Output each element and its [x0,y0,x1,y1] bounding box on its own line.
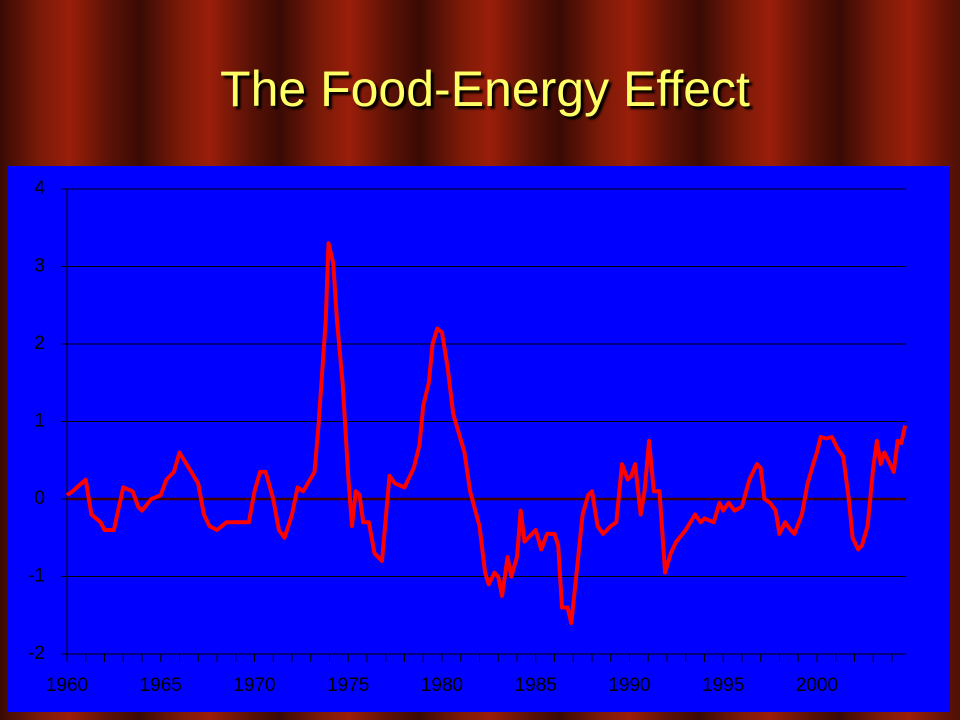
y-tick-label: 2 [34,333,45,354]
slide-title: The Food-Energy Effect [220,61,750,117]
y-tick-label: 3 [34,256,45,277]
x-tick-label: 1990 [608,675,650,696]
y-tick-label: 4 [34,178,45,199]
x-tick-label: 1980 [421,675,463,696]
x-tick-label: 1960 [46,675,88,696]
y-tick-label: -2 [28,643,45,664]
data-line [65,241,908,625]
x-tick-label: 1970 [233,675,275,696]
y-tick-label: 1 [34,411,45,432]
chart-panel [8,166,950,712]
y-tick-label: 0 [34,488,45,509]
x-tick-label: 1985 [515,675,557,696]
x-tick-label: 2000 [796,675,838,696]
y-tick-label: -1 [28,566,45,587]
x-tick-label: 1995 [702,675,744,696]
x-tick-label: 1975 [327,675,369,696]
x-tick-label: 1965 [140,675,182,696]
